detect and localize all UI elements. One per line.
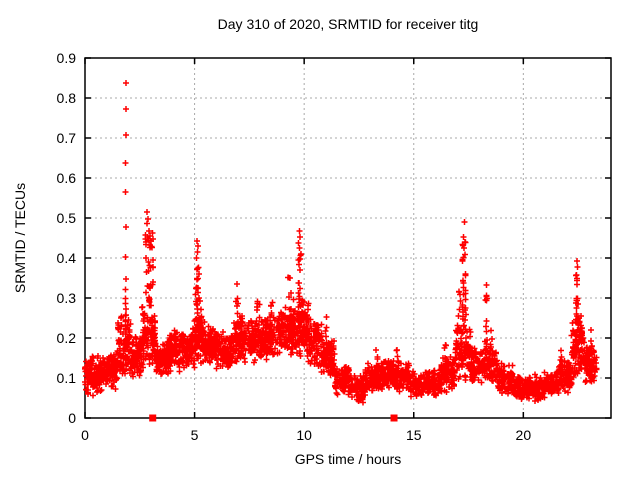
svg-text:0.2: 0.2 <box>57 330 77 346</box>
svg-text:0.1: 0.1 <box>57 370 77 386</box>
svg-text:5: 5 <box>191 427 199 443</box>
x-axis-title: GPS time / hours <box>294 451 402 467</box>
svg-text:0.3: 0.3 <box>57 290 77 306</box>
chart-title: Day 310 of 2020, SRMTID for receiver tit… <box>217 16 479 32</box>
svg-text:0.4: 0.4 <box>57 250 77 266</box>
svg-text:0.5: 0.5 <box>57 210 77 226</box>
svg-text:0.8: 0.8 <box>57 90 77 106</box>
svg-text:10: 10 <box>296 427 312 443</box>
svg-text:20: 20 <box>516 427 532 443</box>
svg-text:0.6: 0.6 <box>57 170 77 186</box>
svg-text:15: 15 <box>406 427 422 443</box>
svg-text:0.7: 0.7 <box>57 130 77 146</box>
svg-text:0.9: 0.9 <box>57 50 77 66</box>
svg-text:0: 0 <box>81 427 89 443</box>
svg-text:0: 0 <box>68 410 76 426</box>
